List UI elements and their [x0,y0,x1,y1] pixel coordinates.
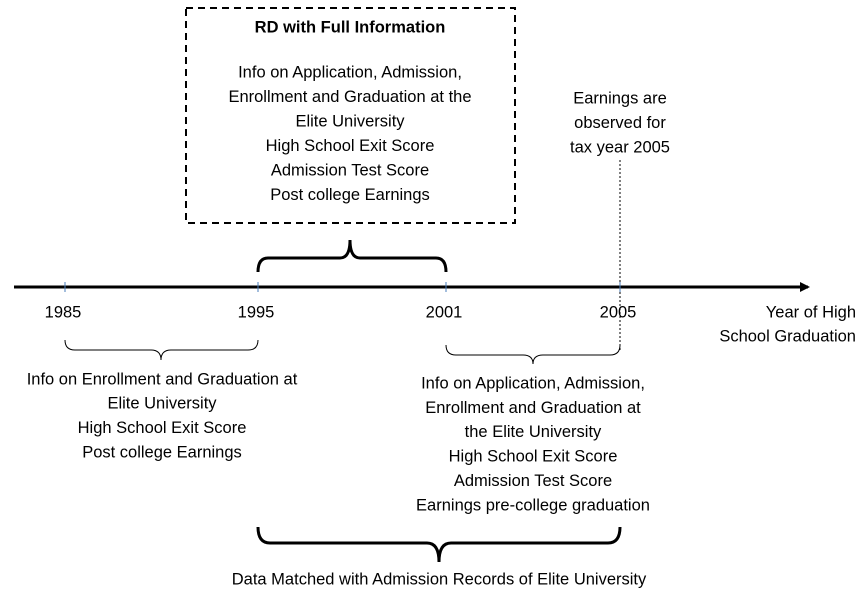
tick-label: 2005 [600,303,637,321]
right-line: Enrollment and Graduation at [425,399,641,417]
box-line: Admission Test Score [271,161,429,179]
bottom-brace [256,526,622,563]
box-line: Enrollment and Graduation at the [228,88,471,106]
right-line: the Elite University [465,423,602,441]
right-line: Admission Test Score [454,472,612,490]
left-line: Elite University [107,395,217,413]
left-brace [64,339,259,361]
top-brace [256,239,448,273]
box-line: Post college Earnings [270,186,430,204]
annotation-line: Earnings are [573,89,667,107]
tick-label: 1995 [238,303,275,321]
box-line: Info on Application, Admission, [238,63,462,81]
left-line: Info on Enrollment and Graduation at [27,370,298,388]
axis-label: Year of High [766,303,856,321]
box-title: RD with Full Information [255,18,446,36]
left-line: Post college Earnings [82,443,242,461]
tick-label: 1985 [45,303,82,321]
rd-box [185,7,516,224]
right-line: Info on Application, Admission, [421,374,645,392]
annotation-line: observed for [574,114,666,132]
right-line: Earnings pre-college graduation [416,496,650,514]
right-line: High School Exit Score [449,448,618,466]
tick-label: 2001 [426,303,463,321]
axis-label: School Graduation [719,327,856,345]
left-line: High School Exit Score [78,419,247,437]
box-line: High School Exit Score [266,137,435,155]
right-brace [445,344,621,365]
annotation-line: tax year 2005 [570,138,670,156]
bottom-label: Data Matched with Admission Records of E… [232,570,647,588]
box-line: Elite University [295,112,405,130]
